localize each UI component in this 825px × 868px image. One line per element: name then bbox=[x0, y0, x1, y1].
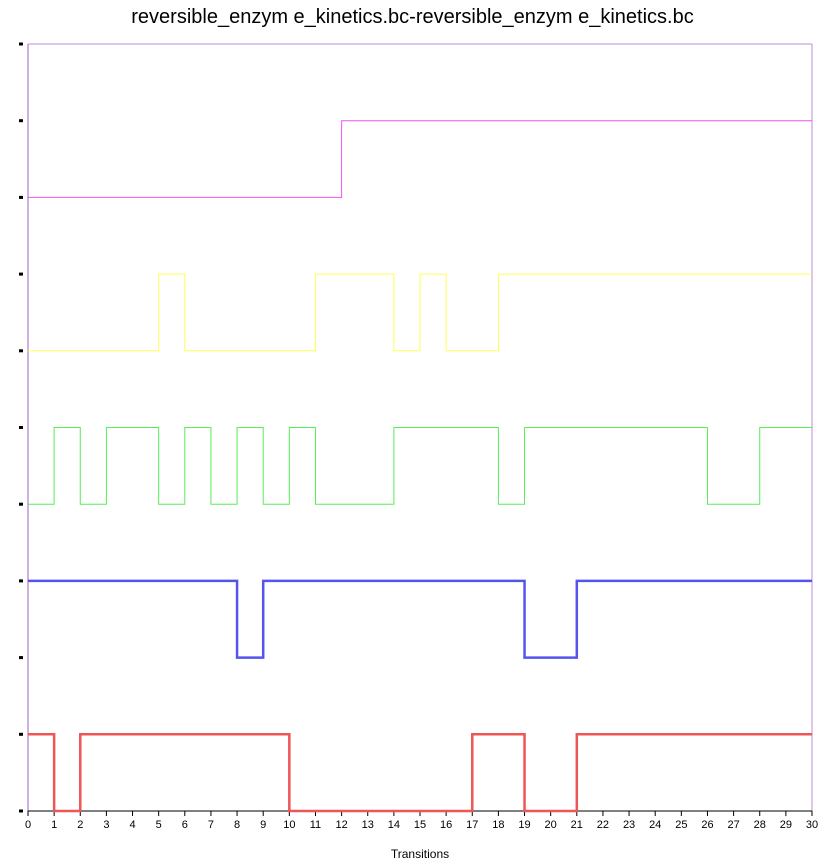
axes-group: 0 1 2 3 4 5 6 7 8 9 10 11 12 13 14 15 16 17 18 19 20 21 22 23 24… bbox=[19, 42, 818, 831]
y-tick bbox=[19, 809, 23, 813]
x-tick-label: 27 bbox=[727, 819, 739, 831]
y-tick bbox=[19, 119, 23, 123]
y-tick bbox=[19, 426, 23, 429]
series-line-4 bbox=[28, 579, 812, 659]
x-tick-label: 11 bbox=[310, 819, 321, 831]
x-tick-label: 3 bbox=[103, 819, 109, 831]
x-tick-label: 10 bbox=[283, 819, 295, 831]
x-tick-label: 4 bbox=[129, 819, 135, 831]
x-tick-label: 16 bbox=[440, 819, 452, 831]
x-tick-label: 23 bbox=[623, 819, 635, 831]
x-tick-label: 1 bbox=[51, 819, 57, 831]
x-tick-label: 18 bbox=[492, 819, 504, 831]
x-tick-label: 21 bbox=[571, 819, 583, 831]
x-tick-label: 20 bbox=[545, 819, 557, 831]
x-tick-label: 8 bbox=[234, 819, 240, 831]
series-group bbox=[28, 120, 812, 813]
x-tick-label: 22 bbox=[597, 819, 609, 831]
x-tick-label: 26 bbox=[701, 819, 713, 831]
x-tick-label: 25 bbox=[675, 819, 687, 831]
x-tick-label: 7 bbox=[208, 819, 214, 831]
series-line-1 bbox=[28, 120, 812, 198]
x-tick-label: 24 bbox=[649, 819, 661, 831]
series-line-2 bbox=[28, 273, 812, 352]
x-axis-label: Transitions bbox=[391, 847, 449, 861]
x-tick-label: 2 bbox=[77, 819, 83, 831]
x-tick-label: 13 bbox=[362, 819, 374, 831]
x-tick-label: 29 bbox=[780, 819, 792, 831]
x-tick-label: 9 bbox=[260, 819, 266, 831]
series-line-3 bbox=[28, 427, 812, 505]
x-tick-label: 12 bbox=[335, 819, 347, 831]
y-tick bbox=[19, 195, 23, 199]
y-tick bbox=[19, 656, 23, 660]
y-tick bbox=[19, 272, 23, 276]
x-tick-label: 28 bbox=[754, 819, 766, 831]
x-tick-label: 6 bbox=[182, 819, 188, 831]
y-tick bbox=[19, 42, 23, 46]
x-tick-label: 0 bbox=[25, 819, 31, 831]
x-tick-label: 17 bbox=[466, 819, 478, 831]
x-tick-label: 15 bbox=[414, 819, 426, 831]
x-tick-label: 30 bbox=[806, 819, 818, 831]
y-tick bbox=[19, 579, 23, 583]
x-tick-label: 14 bbox=[388, 819, 400, 831]
y-tick bbox=[19, 732, 23, 736]
x-tick-label: 19 bbox=[518, 819, 530, 831]
chart-title: reversible_enzym e_kinetics.bc-reversibl… bbox=[131, 6, 694, 28]
x-tick-label: 5 bbox=[156, 819, 162, 831]
y-tick bbox=[19, 502, 23, 506]
y-tick bbox=[19, 349, 23, 353]
series-line-5 bbox=[28, 733, 812, 813]
